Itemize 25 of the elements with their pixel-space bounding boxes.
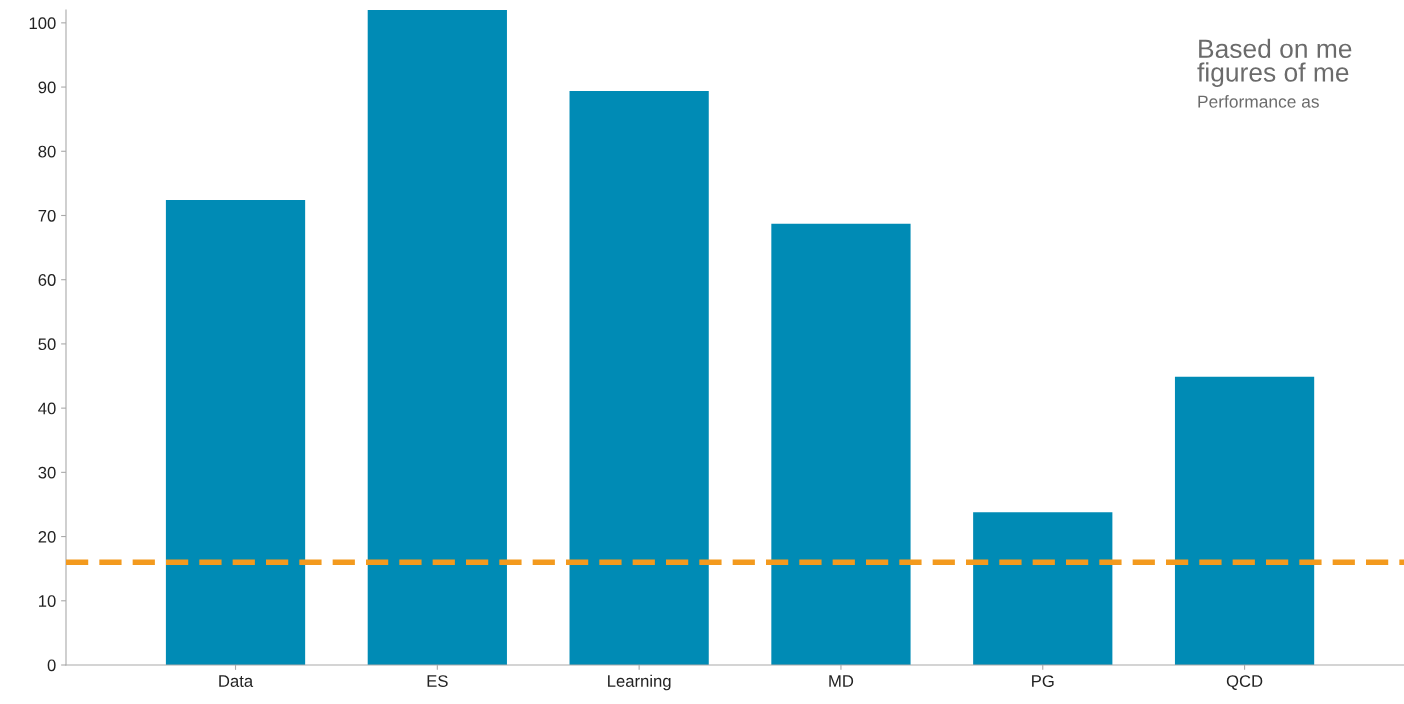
bar: [165, 200, 306, 665]
y-tick-label: 0: [47, 659, 56, 672]
y-tick-label: 80: [38, 145, 56, 158]
y-tick-label: 10: [39, 595, 56, 607]
y-tick-label: 60: [38, 274, 56, 286]
y-tick-label: 90: [38, 81, 56, 94]
annotation: Performance as: [1198, 95, 1319, 108]
bar: [1174, 376, 1315, 665]
bar: [569, 90, 709, 665]
bar: [771, 223, 911, 665]
y-tick-label: 100: [29, 17, 56, 30]
bar: [367, 10, 507, 665]
x-tick-label: PG: [1032, 675, 1054, 687]
x-tick-label: QCD: [1226, 675, 1263, 690]
y-tick-label: 40: [38, 402, 56, 415]
annotation: Based on me figures of me: [1197, 38, 1352, 87]
y-tick-label: 20: [38, 530, 56, 543]
x-tick-label: ES: [427, 675, 448, 687]
y-tick-label: 50: [38, 338, 56, 351]
y-tick-label: 70: [38, 209, 56, 222]
y-tick-label: 30: [38, 466, 56, 479]
x-tick-label: MD: [829, 675, 854, 687]
x-tick-label: Learning: [608, 674, 671, 691]
bar: [973, 512, 1113, 665]
x-tick-label: Data: [219, 675, 254, 687]
